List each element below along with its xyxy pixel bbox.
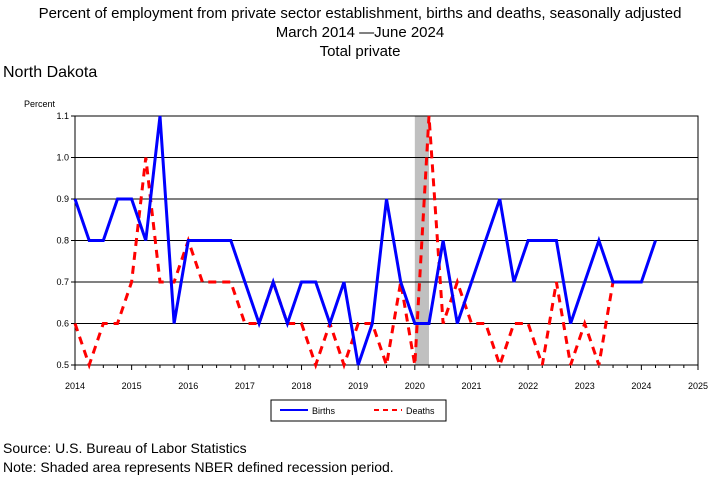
- region-label: North Dakota: [3, 64, 98, 81]
- x-tick-label: 2024: [631, 381, 651, 391]
- legend-label-births: Births: [312, 406, 336, 416]
- chart-title-line-2: March 2014 —June 2024: [275, 24, 445, 41]
- y-tick-label: 0.9: [56, 194, 69, 204]
- x-tick-label: 2020: [405, 381, 425, 391]
- chart-title-line-3: Total private: [319, 43, 401, 60]
- legend-label-deaths: Deaths: [406, 406, 435, 416]
- series-line-births: [73, 115, 657, 366]
- y-tick-label: 0.8: [56, 236, 69, 246]
- series-line-deaths: [73, 115, 615, 370]
- y-tick-label: 1.0: [56, 153, 69, 163]
- x-tick-label: 2016: [178, 381, 198, 391]
- x-tick-label: 2017: [235, 381, 255, 391]
- x-tick-label: 2014: [65, 381, 85, 391]
- y-tick-label: 0.5: [56, 360, 69, 370]
- x-tick-label: 2019: [348, 381, 368, 391]
- y-tick-label: 1.1: [56, 111, 69, 121]
- y-tick-label: 0.7: [56, 277, 69, 287]
- x-tick-label: 2021: [461, 381, 481, 391]
- source-note: Source: U.S. Bureau of Labor Statistics: [3, 440, 247, 456]
- x-tick-label: 2015: [122, 381, 142, 391]
- x-tick-label: 2023: [575, 381, 595, 391]
- recession-note: Note: Shaded area represents NBER define…: [3, 459, 394, 475]
- x-tick-label: 2025: [688, 381, 708, 391]
- x-tick-label: 2018: [292, 381, 312, 391]
- y-tick-label: 0.6: [56, 319, 69, 329]
- chart-title-line-1: Percent of employment from private secto…: [38, 5, 682, 22]
- y-axis-label: Percent: [24, 99, 56, 109]
- legend-box: [270, 399, 447, 422]
- x-tick-label: 2022: [518, 381, 538, 391]
